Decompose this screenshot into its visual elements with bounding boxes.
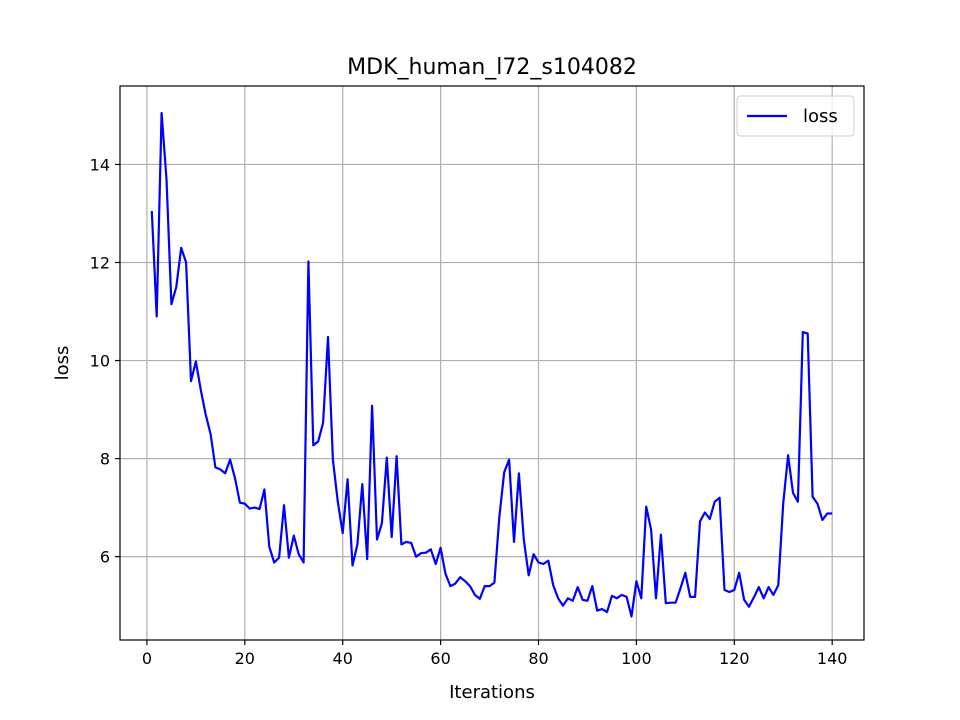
x-axis-label: Iterations: [449, 682, 535, 703]
grid-lines: [120, 86, 864, 640]
x-tick-label: 80: [528, 649, 548, 668]
series-layer: [150, 111, 833, 618]
x-tick-label: 0: [142, 649, 152, 668]
y-tick-label: 6: [100, 548, 110, 567]
legend-box: [736, 95, 855, 137]
x-tick-label: 60: [430, 649, 450, 668]
y-axis-label: loss: [52, 346, 73, 381]
x-tick-label: 140: [817, 649, 848, 668]
y-tick-label: 8: [100, 450, 110, 469]
plot-frame: [119, 85, 865, 641]
y-tick-label: 12: [90, 253, 110, 272]
y-tick-label: 14: [90, 155, 110, 174]
legend: loss: [736, 95, 855, 137]
x-tick-label: 120: [719, 649, 750, 668]
chart-title: MDK_human_l72_s104082: [347, 55, 637, 80]
x-tick-label: 40: [333, 649, 353, 668]
y-axis-ticks: 6 8 10 12 14: [90, 155, 120, 567]
x-tick-label: 100: [621, 649, 652, 668]
legend-entry-loss: loss: [803, 106, 838, 127]
x-tick-label: 20: [235, 649, 255, 668]
x-axis-ticks: 0 20 40 60 80 100 120 140: [142, 640, 848, 668]
y-tick-label: 10: [90, 352, 110, 371]
series-line-loss: [150, 111, 833, 618]
